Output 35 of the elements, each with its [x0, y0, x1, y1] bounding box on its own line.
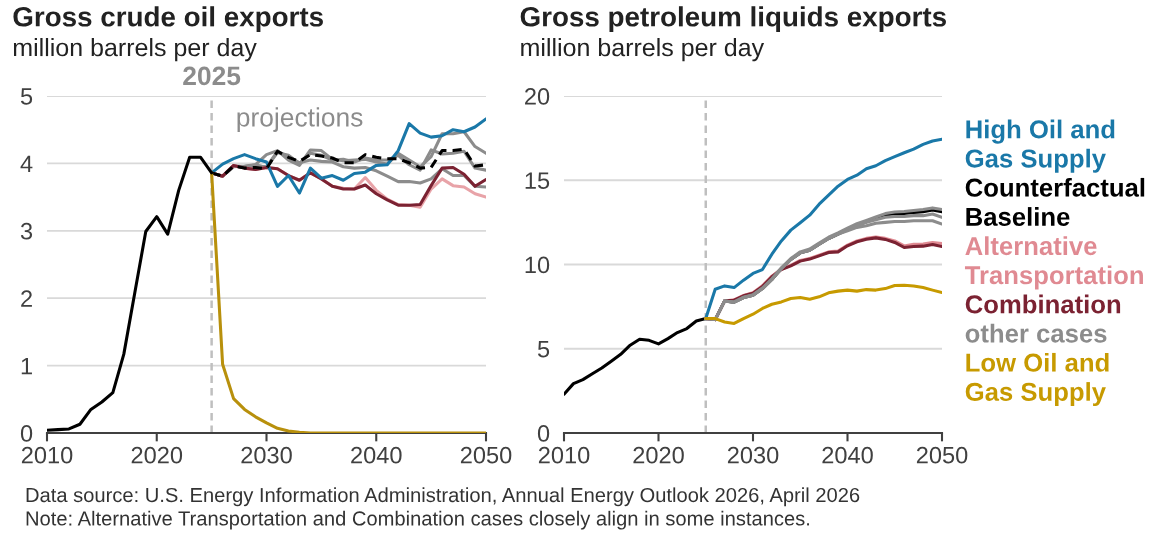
text: Low Oil and Gas Supply: [965, 352, 1109, 407]
y-tick-label: 5: [537, 341, 550, 358]
ref-line-label: 2025: [183, 66, 241, 86]
x-tick-label: 2040: [822, 446, 873, 464]
y-tick-label: 15: [525, 172, 550, 190]
x-tick-label: 2050: [916, 446, 968, 464]
x-tick-label: 2020: [633, 446, 684, 464]
y-tick-label: 4: [20, 155, 33, 172]
source-note: Data source: U.S. Energy Information Administration, Annual Energy Outlook 2026, April 2026: [26, 487, 860, 507]
series-label: Alternative Transportation: [964, 236, 1143, 290]
x-tick-label: 2050: [460, 446, 512, 464]
x-tick-label: 2020: [131, 446, 183, 464]
text: other cases: [965, 323, 1107, 343]
x-tick-label: 2030: [727, 446, 779, 464]
x-tick-label: 2010: [21, 446, 73, 464]
text: Note: Alternative Transportation and Combination cases closely align in some instances.: [26, 510, 810, 530]
chart-subtitle: million barrels per day: [521, 37, 765, 62]
y-tick-label: 1: [21, 357, 32, 375]
text: Combination: [965, 294, 1121, 314]
x-tick-label: 2040: [351, 446, 402, 464]
y-tick-label: 3: [20, 222, 33, 240]
x-tick-label: 2030: [241, 446, 292, 464]
chart-subtitle: million barrels per day: [13, 37, 257, 62]
y-tick-label: 0: [20, 425, 33, 442]
y-tick-label: 5: [20, 88, 33, 105]
y-tick-label: 10: [525, 256, 550, 274]
series-label: Counterfactual Baseline: [965, 177, 1145, 226]
y-tick-label: 0: [537, 425, 550, 442]
chart-title: Gross crude oil exports: [13, 6, 323, 33]
series-label: High Oil and Gas Supply: [965, 119, 1115, 173]
x-tick-label: 2010: [538, 446, 590, 464]
y-tick-label: 2: [21, 290, 32, 307]
chart-title: Gross petroleum liquids exports: [520, 6, 946, 33]
y-tick-label: 20: [525, 88, 550, 105]
annotation: projections: [237, 107, 363, 132]
